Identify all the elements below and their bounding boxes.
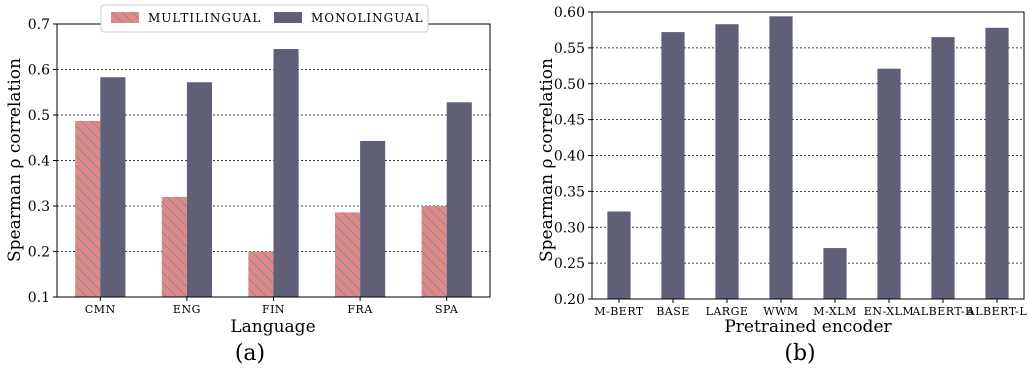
chart-a-bar-hatch [421, 206, 447, 297]
chart-b-bar [931, 37, 955, 300]
chart-a-xtick-label: CMN [85, 303, 116, 316]
chart-b-xtick-label: ALBERT-L [966, 305, 1028, 318]
chart-b-ytick-label: 0.25 [554, 256, 585, 272]
chart-b-xtick-label: BASE [656, 305, 690, 318]
chart-b-bar [985, 27, 1009, 299]
chart-b-ylabel: Spearman ρ correlation [537, 58, 557, 262]
chart-b-bar [877, 68, 901, 300]
chart-a-bar-monolingual [446, 102, 472, 297]
chart-a-xtick-label: FRA [347, 303, 373, 316]
chart-a: 0.1 0.2 0.3 0.4 0.5 0.6 0.7 CMN ENG FIN FRA SPA La… [5, 4, 491, 366]
legend-swatch-monolingual [274, 12, 302, 23]
chart-b-xlabel: Pretrained encoder [724, 317, 892, 337]
chart-a-bar-monolingual [186, 82, 213, 298]
chart-a-ytick-label: 0.7 [28, 17, 50, 33]
chart-a-ylabel: Spearman ρ correlation [5, 58, 25, 262]
chart-a-panel-label: (a) [235, 341, 265, 366]
chart-a-xtick-label: SPA [435, 303, 459, 316]
chart-b-xtick-label: M-BERT [594, 305, 644, 318]
chart-a-ytick-label: 0.5 [28, 108, 50, 124]
chart-b-xtick-label: ALBERT-B [911, 305, 973, 318]
chart-a-xtick-label: FIN [262, 303, 285, 316]
chart-b-ytick-label: 0.50 [554, 77, 585, 93]
chart-a-bar-hatch [75, 120, 101, 297]
chart-b-xtick-label: M-XLM [813, 305, 857, 318]
legend-label-monolingual: MONOLINGUAL [311, 11, 424, 25]
chart-b: 0.20 0.25 0.30 0.35 0.40 0.45 0.50 0.55 0.60 M-B… [537, 5, 1027, 366]
chart-a-bar-hatch [161, 196, 187, 297]
chart-b-bar [769, 16, 793, 300]
chart-a-xtick-label: ENG [173, 303, 201, 316]
chart-a-bar-hatch [334, 212, 361, 297]
chart-b-ytick-label: 0.60 [554, 5, 585, 21]
chart-a-ytick-label: 0.1 [28, 290, 50, 306]
chart-b-xtick-label: EN-XLM [864, 305, 914, 318]
chart-a-ytick-label: 0.2 [28, 245, 50, 261]
chart-a-bar-monolingual [273, 49, 299, 298]
chart-b-ytick-label: 0.30 [554, 220, 585, 236]
chart-b-xtick-label: LARGE [706, 305, 749, 318]
chart-a-bar-monolingual [100, 77, 126, 297]
chart-b-ytick-label: 0.20 [554, 292, 585, 308]
chart-a-bar-hatch [248, 251, 274, 297]
chart-b-bar [661, 32, 685, 300]
legend-label-multilingual: MULTILINGUAL [148, 11, 261, 25]
chart-a-ytick-label: 0.4 [28, 154, 50, 170]
chart-b-ytick-label: 0.40 [554, 149, 585, 165]
legend-swatch-multilingual-hatch [111, 12, 139, 23]
chart-b-ytick-label: 0.55 [554, 41, 585, 57]
chart-b-ytick-label: 0.45 [554, 113, 585, 129]
chart-a-bar-monolingual [360, 140, 386, 297]
chart-b-bar [607, 211, 631, 299]
chart-a-ytick-label: 0.3 [28, 199, 50, 215]
chart-b-ytick-label: 0.35 [554, 184, 585, 200]
chart-b-bar [715, 24, 739, 299]
chart-a-ytick-label: 0.6 [28, 63, 50, 79]
chart-b-xtick-label: WWM [763, 305, 798, 318]
chart-b-bar [823, 248, 847, 299]
chart-a-xlabel: Language [230, 317, 315, 337]
legend-frame [100, 4, 429, 33]
chart-a-legend: MULTILINGUAL MONOLINGUAL [100, 4, 429, 33]
chart-b-panel-label: (b) [784, 341, 815, 366]
